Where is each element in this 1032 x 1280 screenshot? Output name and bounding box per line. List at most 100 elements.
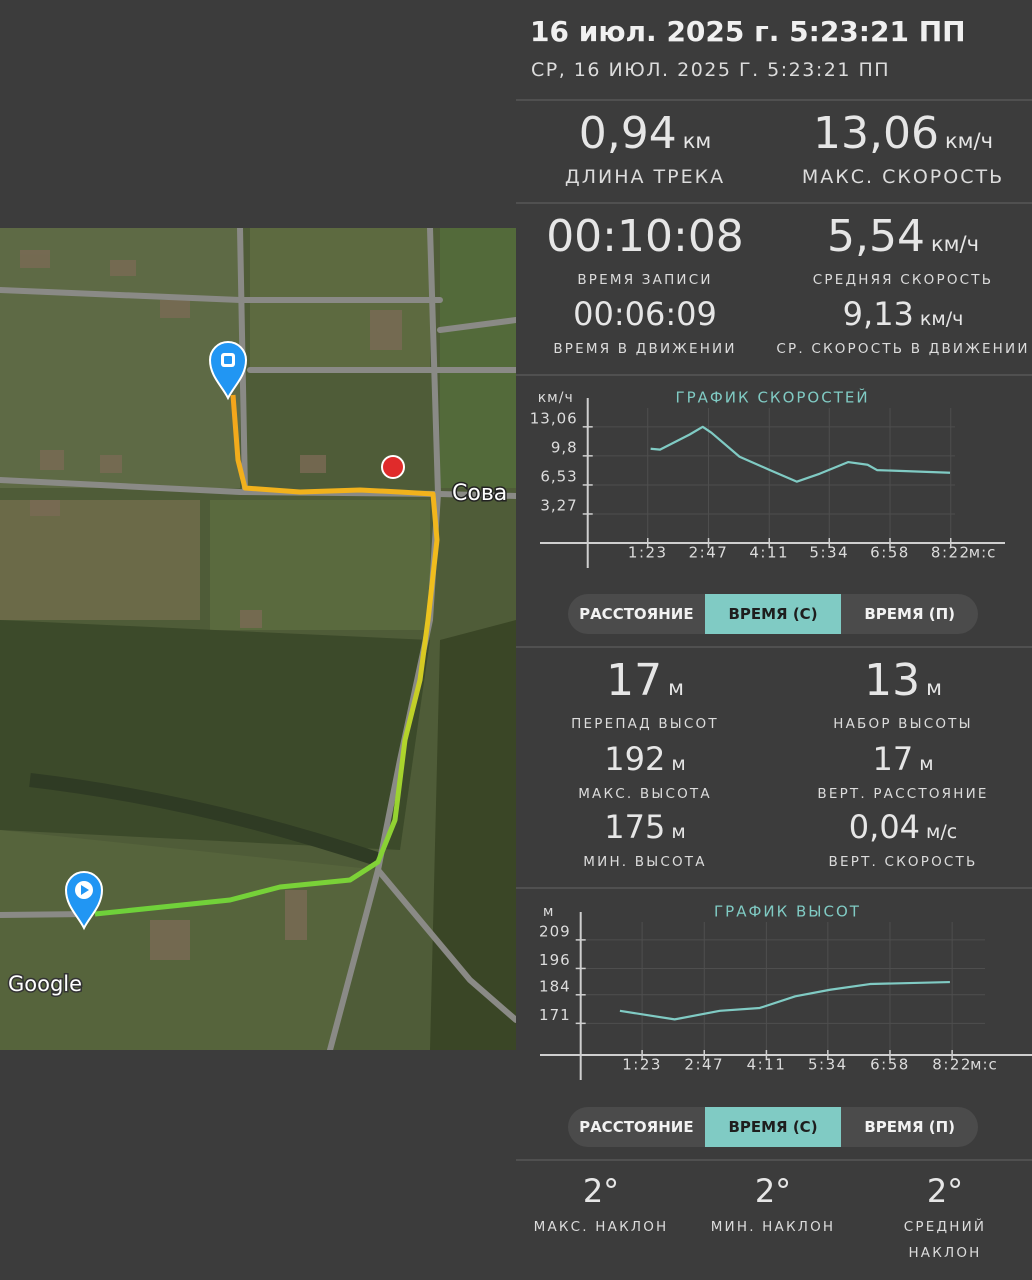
data-line xyxy=(619,980,950,1021)
value: 0,04 xyxy=(848,808,921,846)
value: 00:10:08 xyxy=(546,211,744,262)
stat-value: 2° xyxy=(755,1172,791,1210)
stat-label: МАКС. НАКЛОН xyxy=(533,1219,669,1235)
y-tick-label: 184 xyxy=(539,977,571,995)
value: 2° xyxy=(926,1172,964,1210)
value: 17 xyxy=(872,740,914,778)
stat-value: 00:06:09 xyxy=(573,295,717,333)
stat-value: 17 м xyxy=(872,740,933,778)
divider xyxy=(516,887,1032,889)
stat-value: 00:10:08 xyxy=(546,211,744,262)
value: 0,94 xyxy=(578,108,677,159)
chart-mode-toggle[interactable]: РАССТОЯНИЕ ВРЕМЯ (С) ВРЕМЯ (П) xyxy=(568,1107,978,1147)
end-marker[interactable] xyxy=(208,341,248,401)
toggle-option[interactable]: ВРЕМЯ (П) xyxy=(864,605,955,623)
unit: м xyxy=(671,753,686,775)
y-tick-label: 9,8 xyxy=(551,438,578,456)
value: 2° xyxy=(754,1172,792,1210)
x-tick-label: 5:34 xyxy=(809,544,849,562)
stat-value: 175 м xyxy=(604,808,685,846)
value: 13,06 xyxy=(813,108,939,159)
current-position xyxy=(381,455,405,479)
stat-label: ВРЕМЯ В ДВИЖЕНИИ xyxy=(553,341,737,357)
unit: км/ч xyxy=(930,232,979,256)
unit: км/ч xyxy=(919,308,964,330)
stat-value: 2° xyxy=(927,1172,963,1210)
divider xyxy=(516,99,1032,101)
x-tick-label: 5:34 xyxy=(808,1056,848,1074)
x-tick-label: 6:58 xyxy=(870,544,910,562)
stat-value: 17 м xyxy=(606,655,684,706)
track-line xyxy=(94,394,440,917)
value: 13 xyxy=(864,655,921,706)
unit: км xyxy=(682,129,712,153)
toggle-option[interactable]: ВРЕМЯ (П) xyxy=(864,1118,955,1136)
stat-label: МИН. НАКЛОН xyxy=(710,1219,836,1235)
x-tick-label: 2:47 xyxy=(689,544,729,562)
x-tick-label: 2:47 xyxy=(684,1056,724,1074)
unit: м xyxy=(671,821,686,843)
stat-label: ВЕРТ. СКОРОСТЬ xyxy=(828,854,978,870)
stat-label: СРЕДНЯЯ СКОРОСТЬ xyxy=(812,272,994,288)
x-tick-label: 1:23 xyxy=(622,1056,662,1074)
value: 2° xyxy=(582,1172,620,1210)
chart-title: ГРАФИК СКОРОСТЕЙ xyxy=(675,388,869,407)
stat-label: МАКС. ВЫСОТА xyxy=(578,786,712,802)
y-tick-label: 196 xyxy=(539,951,571,969)
y-tick-label: 6,53 xyxy=(540,467,577,485)
unit: м xyxy=(668,676,684,700)
stat-value: 2° xyxy=(583,1172,619,1210)
x-tick-label: 8:22 xyxy=(932,1056,972,1074)
y-axis-unit: км/ч xyxy=(538,390,574,406)
x-tick-label: 4:11 xyxy=(747,1056,787,1074)
x-axis-unit: м:с xyxy=(970,1056,998,1074)
divider xyxy=(516,374,1032,376)
divider xyxy=(516,202,1032,204)
value: 192 xyxy=(604,740,666,778)
toggle-option[interactable]: ВРЕМЯ (С) xyxy=(704,1107,842,1147)
y-tick-label: 171 xyxy=(539,1006,571,1024)
stat-value: 9,13 км/ч xyxy=(843,295,964,333)
x-tick-label: 1:23 xyxy=(628,544,668,562)
unit: м xyxy=(919,753,934,775)
y-tick-label: 209 xyxy=(539,922,571,940)
date-subtitle: СР, 16 ИЮЛ. 2025 Г. 5:23:21 ПП xyxy=(531,59,891,81)
y-tick-label: 13,06 xyxy=(530,409,578,427)
toggle-option[interactable]: РАССТОЯНИЕ xyxy=(579,605,694,623)
x-tick-label: 8:22 xyxy=(931,544,971,562)
chart-title: ГРАФИК ВЫСОТ xyxy=(714,903,861,921)
data-line xyxy=(650,425,951,483)
stat-value: 0,94 км xyxy=(579,108,712,159)
y-axis-unit: м xyxy=(543,904,555,920)
stat-label: ВРЕМЯ ЗАПИСИ xyxy=(577,272,713,288)
stat-label: СРЕДНИЙ НАКЛОН xyxy=(903,1219,987,1261)
divider xyxy=(516,646,1032,648)
toggle-option[interactable]: ВРЕМЯ (С) xyxy=(704,594,842,634)
stat-label: МИН. ВЫСОТА xyxy=(583,854,707,870)
value: 175 xyxy=(604,808,666,846)
map[interactable]: Сова Google xyxy=(0,228,516,1050)
stat-value: 0,04 м/с xyxy=(849,808,957,846)
value: 17 xyxy=(606,655,663,706)
stat-value: 13 м xyxy=(864,655,942,706)
chart-mode-toggle[interactable]: РАССТОЯНИЕ ВРЕМЯ (С) ВРЕМЯ (П) xyxy=(568,594,978,634)
value: 5,54 xyxy=(827,211,925,262)
stat-value: 192 м xyxy=(604,740,685,778)
stat-label: ДЛИНА ТРЕКА xyxy=(564,166,726,188)
unit: км/ч xyxy=(944,129,993,153)
value: 00:06:09 xyxy=(573,295,717,333)
stat-label: ПЕРЕПАД ВЫСОТ xyxy=(571,716,719,732)
place-label: Сова xyxy=(452,481,507,506)
x-tick-label: 6:58 xyxy=(870,1056,910,1074)
start-marker[interactable] xyxy=(64,871,104,931)
value: 9,13 xyxy=(842,295,914,333)
stat-label: СР. СКОРОСТЬ В ДВИЖЕНИИ xyxy=(776,341,1030,357)
unit: м xyxy=(926,676,942,700)
map-attribution: Google xyxy=(8,972,82,996)
stat-value: 5,54 км/ч xyxy=(827,211,979,262)
x-tick-label: 4:11 xyxy=(749,544,789,562)
toggle-option[interactable]: РАССТОЯНИЕ xyxy=(579,1118,694,1136)
stat-value: 13,06 км/ч xyxy=(813,108,993,159)
